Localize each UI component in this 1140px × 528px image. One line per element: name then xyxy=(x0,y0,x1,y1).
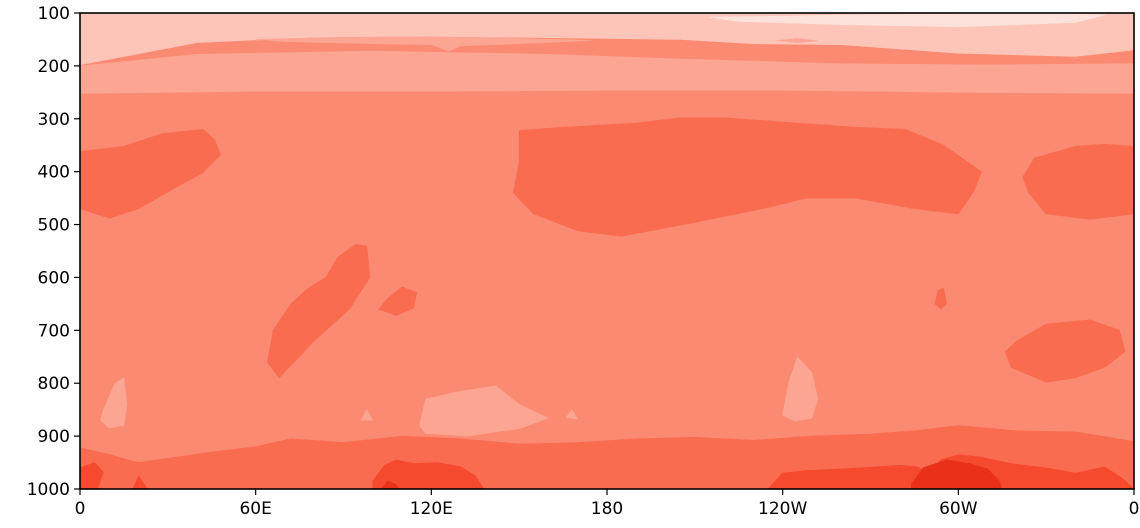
contour-region-level-1 xyxy=(709,13,1105,28)
x-axis: 0 60E 120E 180 120W 60W 0 xyxy=(75,489,1140,519)
x-tick-label: 120E xyxy=(410,499,453,519)
contour-region-level-3 xyxy=(419,385,549,437)
y-tick-label: 400 xyxy=(38,163,70,183)
contour-region-level-5 xyxy=(934,287,947,310)
y-tick-label: 300 xyxy=(38,110,70,130)
contour-region-level-3 xyxy=(360,409,374,421)
y-tick-label: 100 xyxy=(38,4,70,24)
contour-region-level-3 xyxy=(100,377,128,429)
x-tick-label: 0 xyxy=(75,499,86,519)
x-tick-label: 180 xyxy=(591,499,623,519)
contour-region-level-7 xyxy=(911,459,1003,489)
y-tick-label: 500 xyxy=(38,216,70,236)
contour-region-level-6 xyxy=(80,462,104,489)
y-axis: 100 200 300 400 500 600 700 800 900 1000 xyxy=(27,4,80,500)
contour-region-level-6 xyxy=(132,475,148,489)
x-tick-label: 60E xyxy=(239,499,271,519)
contour-region-level-5 xyxy=(80,129,221,219)
contour-region-level-5 xyxy=(1004,319,1126,383)
contour-fill-layer xyxy=(80,13,1134,489)
contour-region-level-7 xyxy=(381,480,400,489)
y-tick-label: 200 xyxy=(38,57,70,77)
y-tick-label: 900 xyxy=(38,427,70,447)
contour-region-level-5 xyxy=(512,117,983,237)
y-tick-label: 1000 xyxy=(27,480,70,500)
contour-region-level-6 xyxy=(372,459,485,489)
y-tick-label: 800 xyxy=(38,374,70,394)
contour-region-level-3 xyxy=(255,36,593,52)
y-tick-label: 700 xyxy=(38,321,70,341)
contour-region-level-3 xyxy=(80,50,1134,94)
contour-region-level-2 xyxy=(80,13,1134,66)
contour-region-level-5 xyxy=(378,286,418,316)
contour-region-level-5 xyxy=(1022,143,1134,220)
contour-region-level-3 xyxy=(782,356,819,422)
x-tick-label: 60W xyxy=(939,499,978,519)
contour-region-level-3 xyxy=(776,38,819,43)
x-tick-label: 0 xyxy=(1129,499,1140,519)
x-tick-label: 120W xyxy=(758,499,807,519)
y-tick-label: 600 xyxy=(38,268,70,288)
contour-region-level-5 xyxy=(267,244,371,379)
contour-region-level-3 xyxy=(565,409,579,420)
